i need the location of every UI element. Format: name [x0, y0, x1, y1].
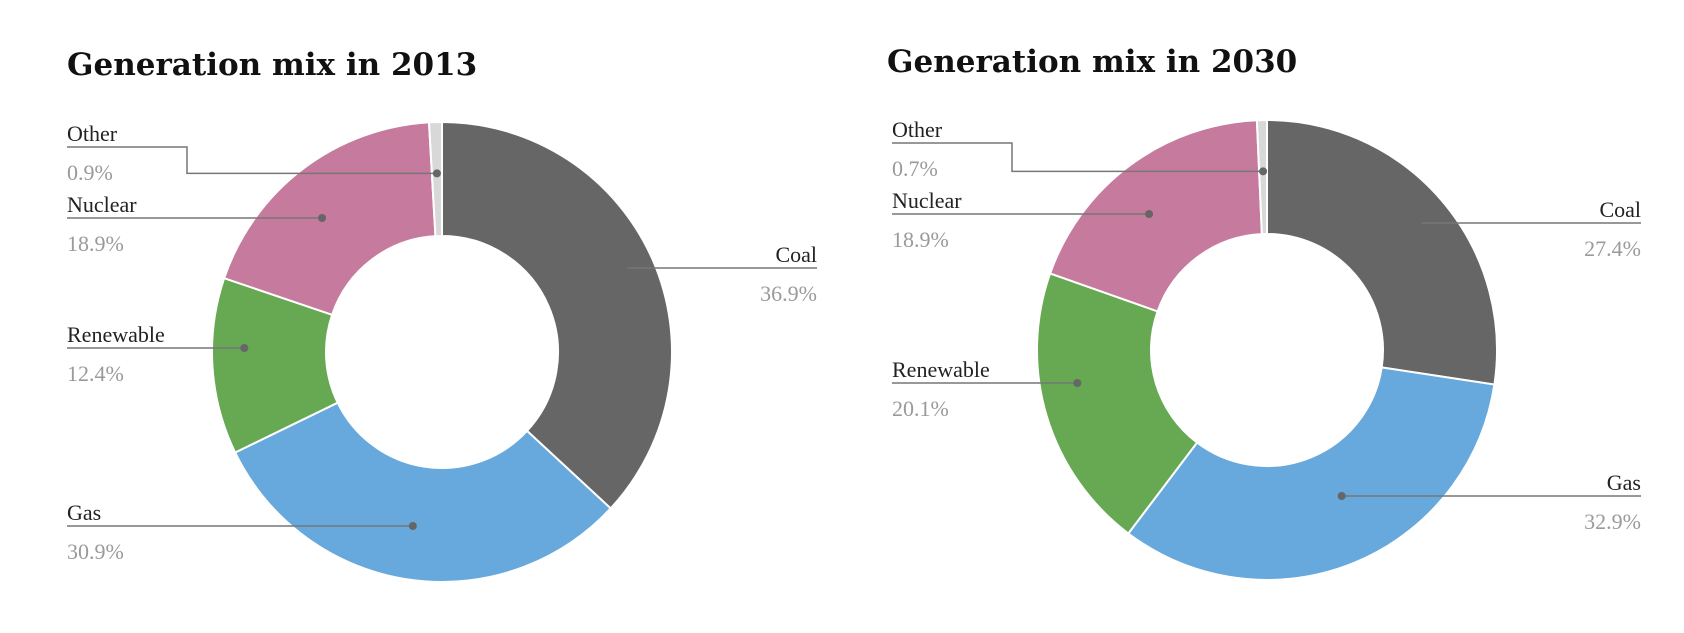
chart-title: Generation mix in 2030 [887, 44, 1297, 80]
slice-value-gas: 32.9% [1584, 509, 1641, 534]
leader-dot-gas [408, 522, 417, 530]
slice-value-renewable: 20.1% [892, 396, 949, 421]
leader-line-other [892, 142, 1264, 173]
slice-label-renewable: Renewable [67, 322, 165, 347]
slice-labels: Coal 36.9% Gas 30.9% Renewable 12.4% Nuclear 18… [67, 121, 817, 564]
slice-value-other: 0.7% [892, 156, 938, 181]
slice-other [1255, 118, 1268, 236]
slice-value-nuclear: 18.9% [892, 227, 949, 252]
leader-dot-coal [1413, 219, 1422, 227]
chart-title: Generation mix in 2013 [67, 47, 477, 83]
slice-label-gas: Gas [67, 500, 101, 525]
leader-dot-nuclear [318, 214, 327, 222]
slice-gas [233, 401, 613, 583]
slice-label-coal: Coal [775, 242, 817, 267]
leader-dot-renewable [240, 344, 249, 352]
slice-value-renewable: 12.4% [67, 361, 124, 386]
slice-other [427, 120, 443, 238]
leader-dot-gas [1337, 492, 1346, 500]
slice-label-nuclear: Nuclear [67, 192, 137, 217]
leader-dot-coal [619, 264, 628, 272]
donut-slices [211, 120, 673, 583]
leader-dot-other [1259, 167, 1268, 176]
slice-label-coal: Coal [1599, 197, 1641, 222]
slice-label-other: Other [892, 117, 943, 142]
slice-nuclear [1048, 119, 1263, 313]
slice-label-renewable: Renewable [892, 357, 990, 382]
chart-2013: Generation mix in 2013 Coal 36.9% Gas 30.9%… [67, 47, 817, 583]
slice-value-nuclear: 18.9% [67, 231, 124, 256]
leader-dot-nuclear [1145, 210, 1154, 218]
slice-value-other: 0.9% [67, 160, 113, 185]
slice-coal [1266, 118, 1498, 386]
slice-label-nuclear: Nuclear [892, 188, 962, 213]
slice-coal [441, 120, 673, 510]
slice-value-coal: 27.4% [1584, 236, 1641, 261]
slice-value-gas: 30.9% [67, 539, 124, 564]
leader-dot-other [432, 169, 441, 178]
chart-2030: Generation mix in 2030 Coal 27.4% Gas 32.9%… [887, 44, 1641, 581]
slice-nuclear [222, 121, 437, 317]
leader-dot-renewable [1073, 379, 1082, 387]
slice-label-gas: Gas [1607, 470, 1641, 495]
slice-label-other: Other [67, 121, 118, 146]
leader-line-other [67, 146, 437, 175]
donut-slices [1036, 118, 1498, 581]
slice-labels: Coal 27.4% Gas 32.9% Renewable 20.1% Nuclear 18… [892, 117, 1641, 534]
slice-renewable [1036, 272, 1199, 535]
slice-value-coal: 36.9% [760, 281, 817, 306]
slice-gas [1126, 366, 1496, 581]
